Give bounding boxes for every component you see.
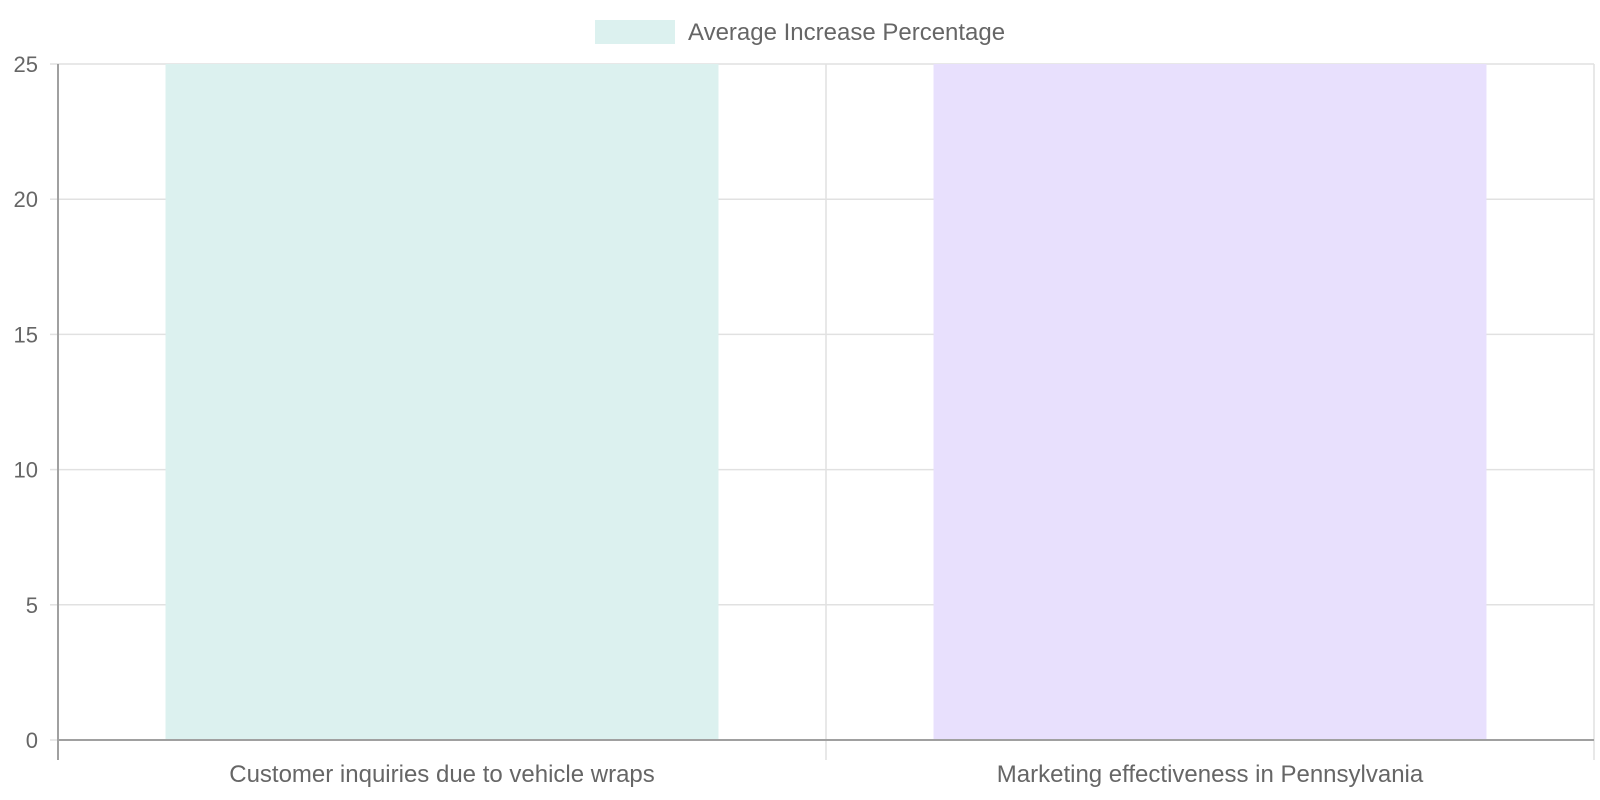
legend-label[interactable]: Average Increase Percentage <box>688 19 1005 46</box>
y-axis-ticks: 0 5 10 15 20 25 <box>14 52 38 753</box>
y-tick-label: 0 <box>26 728 38 753</box>
bar-2 <box>933 64 1487 740</box>
legend-swatch[interactable] <box>595 20 675 44</box>
bars <box>165 64 1487 740</box>
y-tick-label: 20 <box>14 187 38 212</box>
x-axis-categories: Customer inquiries due to vehicle wraps M… <box>229 761 1424 788</box>
bar-1 <box>165 64 719 740</box>
y-tick-label: 15 <box>14 322 38 347</box>
x-category-label: Customer inquiries due to vehicle wraps <box>229 761 655 788</box>
y-tick-label: 10 <box>14 458 38 483</box>
y-tick-label: 25 <box>14 52 38 77</box>
x-category-label: Marketing effectiveness in Pennsylvania <box>997 761 1424 788</box>
y-tick-label: 5 <box>26 593 38 618</box>
axes <box>57 64 1594 760</box>
legend[interactable]: Average Increase Percentage <box>595 19 1005 46</box>
